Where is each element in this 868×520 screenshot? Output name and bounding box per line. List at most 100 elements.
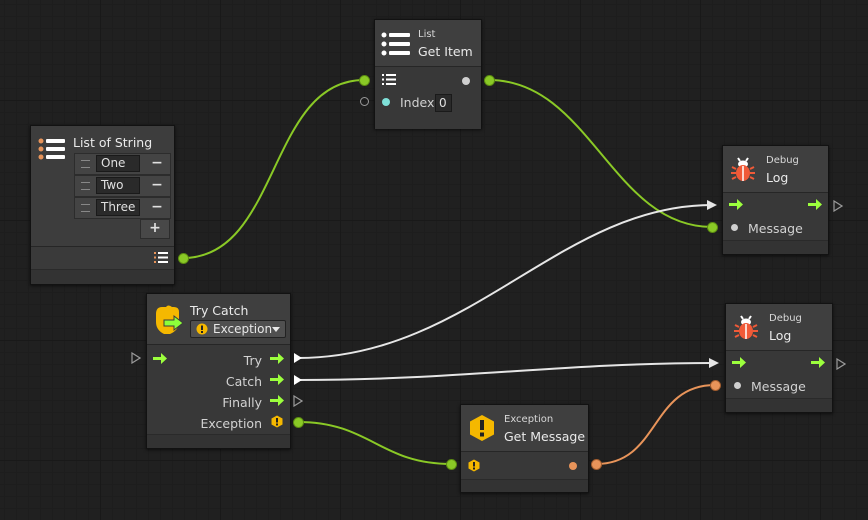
node-body: Try Catch Finally Exception <box>147 344 290 435</box>
node-header: Try Catch Exception <box>147 294 290 344</box>
list-item-field[interactable]: Three <box>96 199 140 216</box>
list-icon <box>381 32 410 56</box>
list-icon <box>38 138 65 160</box>
exception-type-dropdown[interactable]: Exception <box>190 320 286 338</box>
exec-arrowhead-log1 <box>707 200 717 210</box>
drag-handle-icon[interactable] <box>81 160 90 168</box>
catch-output-connector-icon[interactable] <box>293 374 303 386</box>
item-output-port[interactable] <box>462 77 470 85</box>
exception-port-label: Exception <box>200 416 262 431</box>
node-subtitle: Exception <box>504 414 554 425</box>
list-output-icon <box>154 252 168 263</box>
wire-item-to-message[interactable] <box>488 79 713 228</box>
exec-arrow-icon <box>811 357 825 368</box>
wire-catch-to-log2[interactable] <box>297 362 715 381</box>
node-debug-log-1[interactable]: Debug Log Message <box>722 145 829 255</box>
list-input-connector[interactable] <box>359 75 370 86</box>
exec-arrow-icon <box>732 357 746 368</box>
finally-port-label: Finally <box>222 395 262 410</box>
node-title: List of String <box>73 135 153 150</box>
add-item-button[interactable]: + <box>140 219 170 239</box>
message-output-connector[interactable] <box>591 459 602 470</box>
node-footer <box>31 269 174 284</box>
node-body: Index 0 <box>375 66 481 129</box>
node-list-of-string[interactable]: List of String One − Two − Three − + <box>30 125 175 285</box>
message-input-port[interactable] <box>731 224 738 231</box>
message-output-port[interactable] <box>569 462 577 470</box>
exec-output-connector-icon[interactable] <box>833 200 843 212</box>
node-subtitle: List <box>418 29 436 40</box>
message-input-port[interactable] <box>734 382 741 389</box>
drag-handle-icon[interactable] <box>81 182 90 190</box>
item-output-connector[interactable] <box>484 75 495 86</box>
node-title: Log <box>766 170 789 185</box>
catch-port-label: Catch <box>225 374 262 389</box>
remove-item-button[interactable]: − <box>151 155 163 171</box>
node-title: Get Message <box>504 429 586 444</box>
index-input-port[interactable] <box>382 98 390 106</box>
message-label: Message <box>748 221 803 236</box>
node-header: Debug Log <box>723 146 828 192</box>
try-output-connector-icon[interactable] <box>293 352 303 364</box>
node-footer <box>723 240 828 254</box>
exec-arrow-icon <box>153 353 167 364</box>
exception-input-connector[interactable] <box>446 459 457 470</box>
node-subtitle: Debug <box>769 313 802 324</box>
exec-arrow-icon <box>270 395 284 406</box>
index-label: Index <box>400 95 435 110</box>
node-subtitle: Debug <box>766 155 799 166</box>
exec-arrow-icon <box>270 374 284 385</box>
exec-output-connector-icon[interactable] <box>836 358 846 370</box>
list-item-row[interactable]: Two − <box>74 175 171 197</box>
finally-output-connector-icon[interactable] <box>293 395 303 407</box>
remove-item-button[interactable]: − <box>151 199 163 215</box>
wire-list-to-index[interactable] <box>182 79 365 259</box>
node-list-get-item[interactable]: List Get Item Index 0 <box>374 19 482 129</box>
node-header: List of String One − Two − Three − + <box>31 126 174 246</box>
node-title: Try Catch <box>190 303 249 318</box>
node-debug-log-2[interactable]: Debug Log Message <box>725 303 833 413</box>
exception-output-connector[interactable] <box>293 417 304 428</box>
try-port-label: Try <box>243 353 262 368</box>
wire-message-to-log2[interactable] <box>595 384 716 465</box>
index-input-connector[interactable] <box>360 97 369 106</box>
drag-handle-icon[interactable] <box>81 204 90 212</box>
exec-arrow-icon <box>729 199 743 210</box>
node-title: Get Item <box>418 44 473 59</box>
list-output-connector[interactable] <box>178 253 189 264</box>
debug-bug-icon <box>734 315 758 339</box>
exec-arrow-icon <box>808 199 822 210</box>
node-body: Message <box>723 192 828 241</box>
node-exception-get-message[interactable]: Exception Get Message <box>460 404 589 493</box>
wire-try-to-log1[interactable] <box>297 204 713 359</box>
message-input-connector[interactable] <box>710 380 721 391</box>
node-footer <box>147 434 290 448</box>
node-footer <box>726 398 832 412</box>
exec-arrowhead-log2 <box>709 358 719 368</box>
list-item-row[interactable]: One − <box>74 153 171 175</box>
exec-arrow-icon <box>270 353 284 364</box>
node-header: Debug Log <box>726 304 832 350</box>
list-item-field[interactable]: One <box>96 155 140 172</box>
message-input-connector[interactable] <box>707 222 718 233</box>
node-try-catch[interactable]: Try Catch Exception Try Catch Finally Ex… <box>146 293 291 449</box>
list-item-row[interactable]: Three − <box>74 197 171 219</box>
list-port-icon <box>382 74 396 85</box>
node-body: Message <box>726 350 832 399</box>
message-label: Message <box>751 379 806 394</box>
node-body <box>461 451 588 480</box>
chevron-down-icon <box>272 327 280 332</box>
exec-input-connector-icon[interactable] <box>131 352 141 364</box>
warning-icon <box>468 459 480 472</box>
wire-exception-to-getmessage[interactable] <box>297 421 452 465</box>
node-footer <box>461 479 588 492</box>
list-item-field[interactable]: Two <box>96 177 140 194</box>
remove-item-button[interactable]: − <box>151 177 163 193</box>
warning-icon <box>470 415 494 441</box>
debug-bug-icon <box>731 157 755 181</box>
index-field[interactable]: 0 <box>435 94 452 112</box>
node-body <box>31 246 174 270</box>
node-header: Exception Get Message <box>461 405 588 451</box>
